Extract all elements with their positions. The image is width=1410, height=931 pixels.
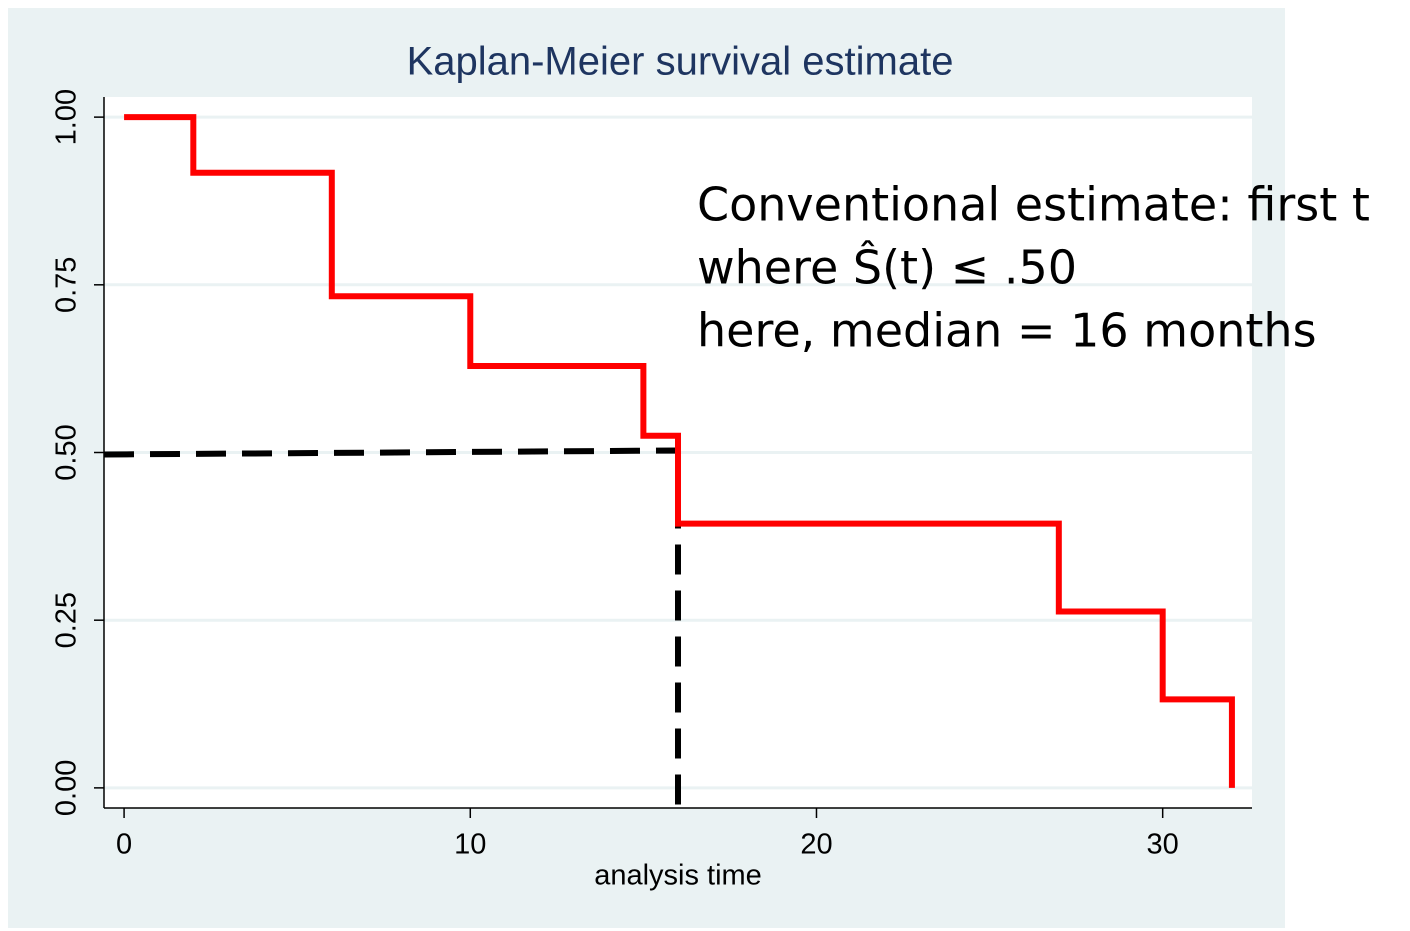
y-tick-label: 1.00	[51, 89, 83, 145]
annotation: where Ŝ(t) ≤ .50	[697, 240, 1077, 295]
x-tick-label: 0	[116, 829, 132, 861]
annotation: here, median = 16 months	[697, 304, 1317, 358]
chart-title: Kaplan-Meier survival estimate	[407, 40, 954, 84]
survival-line	[124, 114, 1235, 788]
x-tick-label: 10	[454, 829, 486, 861]
y-tick-label: 0.00	[51, 760, 83, 816]
x-axis-label: analysis time	[594, 860, 762, 892]
y-tick-label: 0.75	[51, 257, 83, 313]
y-tick-label: 0.50	[51, 424, 83, 480]
x-tick-label: 20	[800, 829, 832, 861]
x-tick-label: 30	[1147, 829, 1179, 861]
annotation: Conventional estimate: first t	[697, 178, 1370, 232]
y-tick-label: 0.25	[51, 592, 83, 648]
